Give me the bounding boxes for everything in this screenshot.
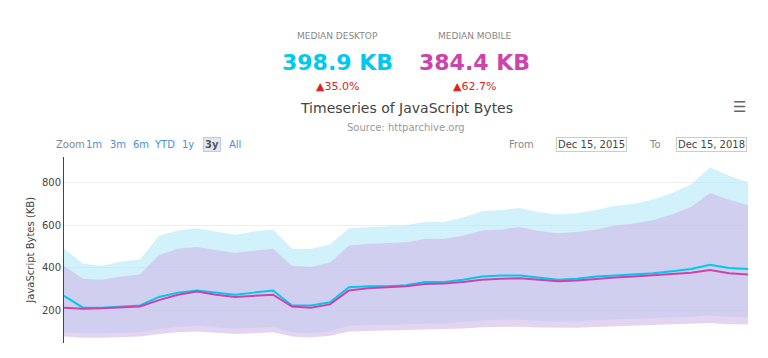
svg-text:JavaScript Bytes (KB): JavaScript Bytes (KB)	[25, 197, 36, 304]
svg-text:All: All	[229, 139, 241, 150]
svg-text:MEDIAN DESKTOP: MEDIAN DESKTOP	[297, 31, 378, 41]
svg-text:1m: 1m	[86, 139, 102, 150]
svg-text:▲62.7%: ▲62.7%	[453, 80, 496, 93]
svg-text:To: To	[649, 139, 661, 150]
svg-text:YTD: YTD	[154, 139, 175, 150]
svg-text:3y: 3y	[205, 139, 219, 150]
svg-text:400: 400	[42, 262, 61, 273]
svg-text:Source: httparchive.org: Source: httparchive.org	[347, 122, 465, 133]
svg-text:398.9 KB: 398.9 KB	[282, 50, 393, 75]
svg-text:800: 800	[42, 177, 61, 188]
svg-text:From: From	[509, 139, 534, 150]
svg-text:384.4 KB: 384.4 KB	[419, 50, 530, 75]
svg-text:200: 200	[42, 305, 61, 316]
svg-text:600: 600	[42, 220, 61, 231]
svg-text:Dec 15, 2018: Dec 15, 2018	[678, 139, 745, 150]
svg-text:Timeseries of JavaScript Bytes: Timeseries of JavaScript Bytes	[300, 100, 513, 116]
svg-text:1y: 1y	[182, 139, 194, 150]
svg-text:3m: 3m	[110, 139, 126, 150]
svg-text:Dec 15, 2015: Dec 15, 2015	[558, 139, 625, 150]
svg-text:6m: 6m	[133, 139, 149, 150]
svg-text:MEDIAN MOBILE: MEDIAN MOBILE	[438, 31, 511, 41]
svg-text:☰: ☰	[733, 98, 746, 116]
svg-text:Zoom: Zoom	[56, 139, 85, 150]
svg-text:▲35.0%: ▲35.0%	[316, 80, 359, 93]
